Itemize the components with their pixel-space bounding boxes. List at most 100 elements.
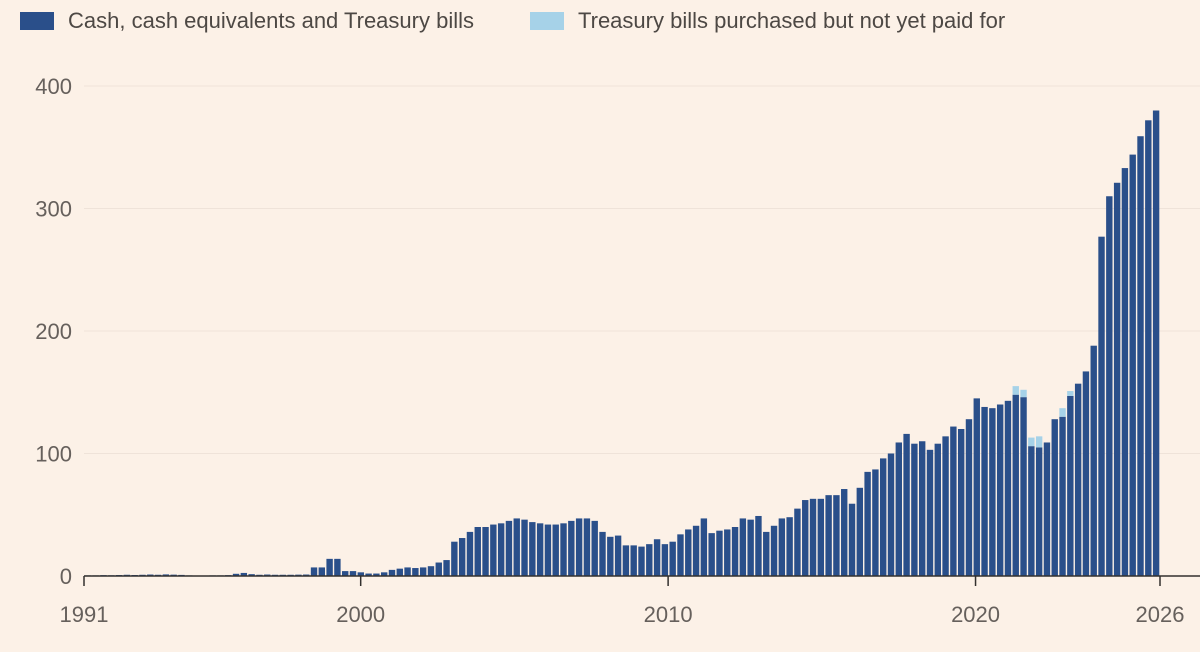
bar-cash: [365, 573, 372, 576]
bar-tbills: [1028, 437, 1035, 447]
bar-cash: [911, 443, 918, 576]
x-tick-label: 1991: [60, 602, 109, 627]
bar-cash: [778, 518, 786, 576]
bar-cash: [934, 443, 941, 576]
bar-cash: [326, 558, 333, 576]
bar-cash: [622, 545, 630, 576]
bar-cash: [529, 522, 536, 576]
bar-cash: [716, 530, 723, 576]
y-tick-label: 200: [35, 319, 72, 344]
bar-cash: [770, 525, 778, 576]
bar-cash: [856, 487, 864, 576]
bar-cash: [575, 518, 583, 576]
bar-cash: [887, 453, 895, 576]
legend-swatch-cash: [20, 12, 54, 30]
bar-cash: [1028, 446, 1035, 576]
bar-cash: [957, 429, 965, 576]
bar-cash: [918, 441, 926, 576]
bar-cash: [669, 541, 676, 576]
bar-cash: [497, 523, 505, 576]
bar-cash: [794, 508, 801, 576]
bar-cash: [1043, 442, 1051, 576]
bar-cash: [646, 544, 653, 576]
bar-cash: [232, 573, 240, 576]
bar-cash: [521, 519, 528, 576]
bar-cash: [404, 567, 411, 576]
bar-cash: [833, 495, 840, 576]
bar-cash: [342, 571, 349, 576]
bar-cash: [747, 519, 754, 576]
bar-cash: [474, 527, 481, 576]
legend-label-cash: Cash, cash equivalents and Treasury bill…: [68, 8, 474, 33]
bar-cash: [614, 535, 622, 576]
bar-cash: [638, 546, 645, 576]
bar-cash: [318, 567, 326, 576]
bar-cash: [1035, 447, 1043, 576]
bar-cash: [162, 574, 170, 576]
bar-cash: [505, 520, 513, 576]
bar-cash: [981, 406, 988, 576]
bar-cash: [1051, 419, 1058, 576]
bar-cash: [965, 419, 973, 576]
bar-cash: [310, 567, 318, 576]
bar-cash: [950, 426, 957, 576]
bar-tbills: [1035, 436, 1043, 448]
bar-cash: [451, 541, 458, 576]
bar-cash: [1121, 168, 1129, 576]
bar-cash: [240, 572, 248, 576]
legend-label-tbills: Treasury bills purchased but not yet pai…: [578, 8, 1006, 33]
bar-cash: [1090, 345, 1097, 576]
bar-cash: [1129, 154, 1136, 576]
bar-cash: [653, 539, 661, 576]
bar-cash: [692, 525, 700, 576]
x-tick-label: 2000: [336, 602, 385, 627]
y-tick-label: 0: [60, 564, 72, 589]
bar-cash: [841, 489, 848, 576]
bar-cash: [786, 517, 793, 576]
bar-cash: [380, 572, 388, 576]
x-tick-label: 2010: [644, 602, 693, 627]
bar-cash: [607, 536, 614, 576]
legend-item-cash: Cash, cash equivalents and Treasury bill…: [20, 8, 474, 34]
bar-cash: [513, 518, 520, 576]
bar-cash: [357, 572, 364, 576]
bar-cash: [1113, 182, 1121, 576]
bar-cash: [817, 498, 825, 576]
bar-cash: [809, 498, 817, 576]
bar-cash: [599, 531, 606, 576]
legend-swatch-tbills: [530, 12, 564, 30]
bar-cash: [1106, 196, 1113, 576]
bar-cash: [591, 520, 598, 576]
bar-cash: [903, 433, 910, 576]
bar-cash: [864, 471, 871, 576]
bar-cash: [412, 568, 419, 576]
bar-cash: [731, 527, 739, 576]
bar-cash: [396, 568, 403, 576]
bar-cash: [1059, 416, 1066, 576]
bar-cash: [685, 529, 692, 576]
bar-cash: [427, 566, 435, 576]
bar-cash: [739, 518, 747, 576]
bar-cash: [583, 518, 591, 576]
bar-cash: [1067, 395, 1074, 576]
bar-cash: [825, 495, 832, 576]
bar-cash: [482, 527, 489, 576]
bar-cash: [443, 560, 450, 576]
bar-cash: [349, 571, 357, 576]
bar-cash: [560, 523, 567, 576]
bar-cash: [661, 544, 669, 576]
bar-cash: [755, 515, 762, 576]
bar-cash: [544, 524, 552, 576]
bar-cash: [248, 574, 255, 576]
bar-tbills: [1020, 389, 1027, 398]
bar-cash: [895, 442, 902, 576]
bar-tbills: [1059, 408, 1066, 417]
bar-cash: [1145, 120, 1152, 577]
bar-cash: [630, 545, 637, 576]
bar-cash: [1152, 110, 1160, 576]
bar-cash: [724, 529, 731, 576]
bar-cash: [1082, 371, 1090, 576]
bar-cash: [373, 573, 380, 576]
bar-cash: [763, 531, 770, 576]
